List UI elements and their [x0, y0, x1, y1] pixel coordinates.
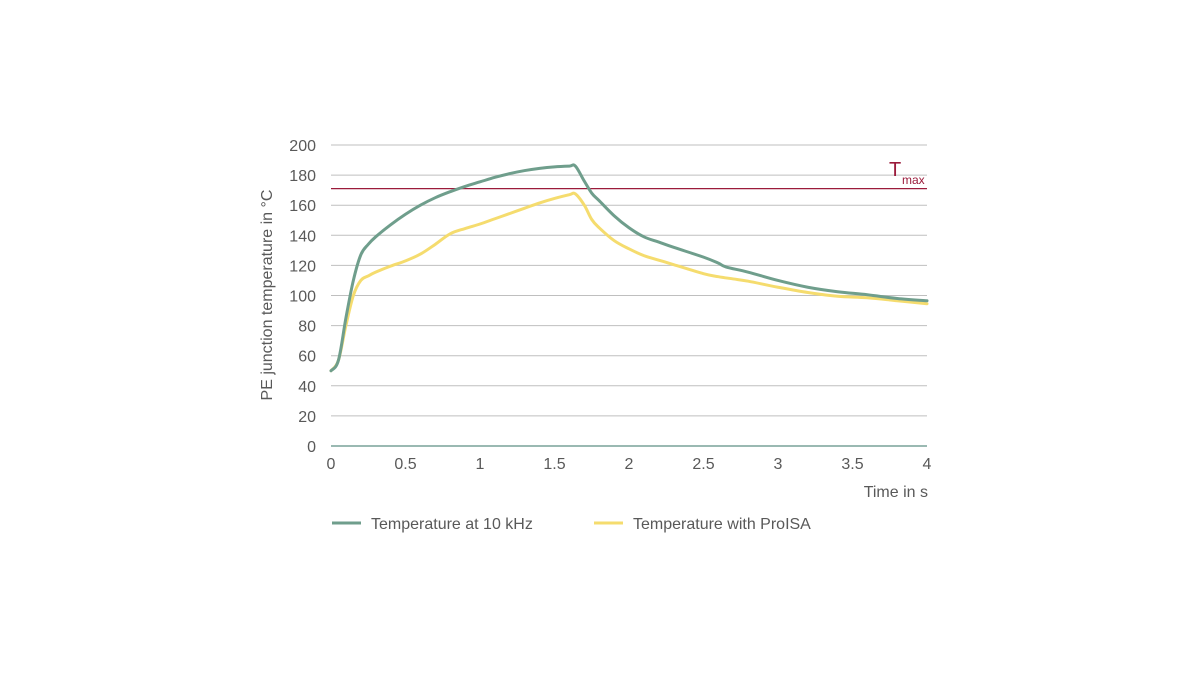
y-tick-label: 60: [298, 349, 316, 366]
y-tick-label: 0: [307, 439, 316, 456]
tmax-label-subscript: max: [902, 173, 925, 187]
legend: Temperature at 10 kHz Temperature with Pr…: [332, 516, 811, 533]
y-tick-label: 100: [289, 289, 316, 306]
x-tick-label: 2.5: [692, 456, 714, 473]
y-tick-label: 200: [289, 138, 316, 155]
legend-label: Temperature at 10 kHz: [371, 516, 533, 533]
series-line-temperature-10khz: [329, 163, 929, 373]
y-tick-label: 80: [298, 319, 316, 336]
x-tick-label: 1: [476, 456, 485, 473]
x-tick-label: 0: [327, 456, 336, 473]
x-tick-label: 4: [923, 456, 932, 473]
y-axis-title: PE junction temperature in °C: [259, 190, 276, 401]
x-tick-label: 2: [625, 456, 634, 473]
y-tick-label: 180: [289, 168, 316, 185]
x-tick-label: 3: [774, 456, 783, 473]
series-lines: [329, 163, 929, 373]
x-tick-label: 1.5: [543, 456, 565, 473]
y-tick-label: 160: [289, 198, 316, 215]
series-line-temperature-proisa: [329, 191, 929, 373]
x-axis-title: Time in s: [864, 484, 928, 501]
y-tick-label: 40: [298, 379, 316, 396]
tmax-label: T: [889, 159, 901, 181]
y-tick-label: 120: [289, 258, 316, 275]
y-tick-label: 140: [289, 228, 316, 245]
y-tick-label: 20: [298, 409, 316, 426]
x-axis-ticks: 0 0.5 1 1.5 2 2.5 3 3.5 4: [327, 456, 932, 473]
legend-label: Temperature with ProISA: [633, 516, 811, 533]
x-tick-label: 0.5: [394, 456, 416, 473]
gridlines: [331, 144, 927, 447]
x-tick-label: 3.5: [841, 456, 863, 473]
y-axis-ticks: 0 20 40 60 80 100 120 140 160 180 200: [289, 138, 316, 456]
